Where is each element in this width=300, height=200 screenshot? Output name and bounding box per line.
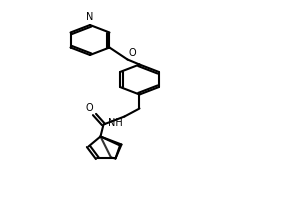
Text: O: O <box>129 48 136 58</box>
Text: O: O <box>85 103 93 113</box>
Text: N: N <box>86 12 94 22</box>
Text: NH: NH <box>108 118 123 128</box>
